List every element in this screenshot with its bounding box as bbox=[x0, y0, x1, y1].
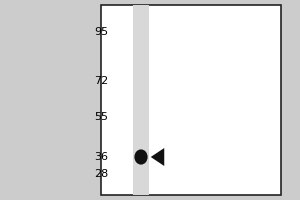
Text: 95: 95 bbox=[94, 27, 108, 37]
Text: 28: 28 bbox=[94, 169, 108, 179]
Text: 36: 36 bbox=[94, 152, 108, 162]
Text: 55: 55 bbox=[94, 112, 108, 122]
Text: 72: 72 bbox=[94, 76, 108, 86]
